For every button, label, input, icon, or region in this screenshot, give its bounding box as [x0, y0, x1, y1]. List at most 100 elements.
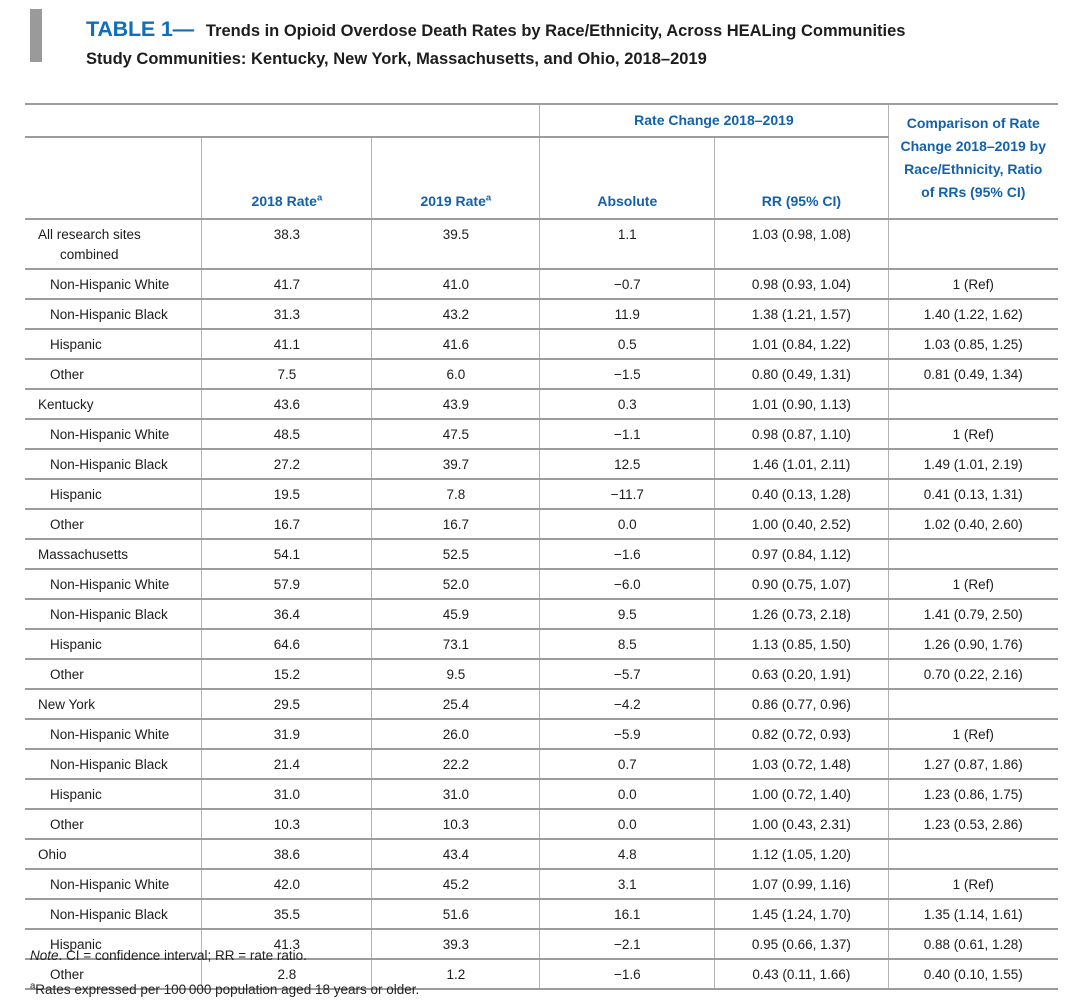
data-cell: 1.23 (0.86, 1.75) [887, 778, 1058, 809]
row-label: Hispanic [25, 928, 202, 959]
data-cell: −1.6 [539, 958, 715, 989]
data-cell: 1.27 (0.87, 1.86) [887, 748, 1058, 779]
note-word: Note [30, 948, 59, 963]
data-cell: 7.5 [201, 358, 372, 389]
rate-2019-label: 2019 Rate [420, 193, 486, 209]
footnote-a-marker: a [485, 192, 492, 204]
data-cell: 73.1 [371, 628, 540, 659]
table-row: Non-Hispanic Black 27.2 39.7 12.5 1.46 (1.01… [25, 448, 1058, 479]
table-container: Rate Change 2018–2019 Comparison of Rate… [25, 103, 1058, 990]
data-cell: 1.45 (1.24, 1.70) [714, 898, 889, 929]
data-cell: 41.3 [201, 928, 372, 959]
row-label: Non-Hispanic White [25, 868, 202, 899]
data-cell: 1.03 (0.85, 1.25) [887, 328, 1058, 359]
data-cell: 11.9 [539, 298, 715, 329]
data-cell: 1.49 (1.01, 2.19) [887, 448, 1058, 479]
data-cell: 47.5 [371, 418, 540, 449]
data-cell: 48.5 [201, 418, 372, 449]
data-cell [887, 838, 1058, 869]
data-cell: 10.3 [201, 808, 372, 839]
data-cell: 16.7 [201, 508, 372, 539]
data-cell: 0.63 (0.20, 1.91) [714, 658, 889, 689]
data-cell: 52.5 [371, 538, 540, 569]
data-cell: 31.3 [201, 298, 372, 329]
data-cell: 1.41 (0.79, 2.50) [887, 598, 1058, 629]
comparison-column-label: Comparison of Rate Change 2018–2019 by R… [900, 115, 1047, 200]
data-cell: 29.5 [201, 688, 372, 719]
data-cell: 0.86 (0.77, 0.96) [714, 688, 889, 719]
row-label: Non-Hispanic Black [25, 448, 202, 479]
data-cell: 0.0 [539, 808, 715, 839]
data-cell: 1.03 (0.98, 1.08) [714, 218, 889, 269]
data-cell: 1.46 (1.01, 2.11) [714, 448, 889, 479]
data-cell: 43.2 [371, 298, 540, 329]
data-cell: 54.1 [201, 538, 372, 569]
rate-change-group-label: Rate Change 2018–2019 [634, 111, 794, 128]
title-accent-bar [30, 9, 42, 62]
data-cell: 0.70 (0.22, 2.16) [887, 658, 1058, 689]
data-cell: 0.98 (0.87, 1.10) [714, 418, 889, 449]
data-cell: 26.0 [371, 718, 540, 749]
data-cell: 1.01 (0.90, 1.13) [714, 388, 889, 419]
data-cell: 16.1 [539, 898, 715, 929]
data-cell: 1.23 (0.53, 2.86) [887, 808, 1058, 839]
data-cell: 4.8 [539, 838, 715, 869]
row-label: Non-Hispanic Black [25, 298, 202, 329]
row-label: Non-Hispanic Black [25, 748, 202, 779]
table-row: Kentucky 43.6 43.9 0.3 1.01 (0.90, 1.13) [25, 388, 1058, 419]
table-row: Massachusetts 54.1 52.5 −1.6 0.97 (0.84, 1.1… [25, 538, 1058, 569]
data-cell: 41.7 [201, 268, 372, 299]
data-cell [887, 218, 1058, 269]
data-cell: 15.2 [201, 658, 372, 689]
data-cell: 1.38 (1.21, 1.57) [714, 298, 889, 329]
data-cell: 0.43 (0.11, 1.66) [714, 958, 889, 989]
data-cell: 1.00 (0.72, 1.40) [714, 778, 889, 809]
table-row: Non-Hispanic Black 21.4 22.2 0.7 1.03 (0.72,… [25, 748, 1058, 779]
row-label: Other [25, 658, 202, 689]
rates-table: Rate Change 2018–2019 Comparison of Rate… [25, 103, 1058, 990]
data-cell: 1.13 (0.85, 1.50) [714, 628, 889, 659]
data-cell: 12.5 [539, 448, 715, 479]
data-cell: 1.40 (1.22, 1.62) [887, 298, 1058, 329]
data-cell: 1.00 (0.40, 2.52) [714, 508, 889, 539]
data-cell: 45.9 [371, 598, 540, 629]
table-row: Other 16.7 16.7 0.0 1.00 (0.40, 2.52) 1.02 (0… [25, 508, 1058, 539]
table-body: All research sites combined 38.3 39.5 1.1 1.… [25, 218, 1058, 989]
data-cell: −5.7 [539, 658, 715, 689]
data-cell: 43.6 [201, 388, 372, 419]
data-cell: 0.97 (0.84, 1.12) [714, 538, 889, 569]
data-cell: 1.2 [371, 958, 540, 989]
row-label: All research sites combined [25, 218, 202, 269]
data-cell: 0.95 (0.66, 1.37) [714, 928, 889, 959]
data-cell [887, 688, 1058, 719]
data-cell: 43.9 [371, 388, 540, 419]
data-cell [887, 388, 1058, 419]
data-cell: 0.3 [539, 388, 715, 419]
data-cell: 0.5 [539, 328, 715, 359]
table-row: Non-Hispanic Black 31.3 43.2 11.9 1.38 (1.21… [25, 298, 1058, 329]
data-cell: 57.9 [201, 568, 372, 599]
rr-ci-label: RR (95% CI) [761, 193, 842, 209]
data-cell: −6.0 [539, 568, 715, 599]
row-label: New York [25, 688, 202, 719]
data-cell: 0.0 [539, 508, 715, 539]
absolute-label: Absolute [597, 193, 658, 209]
data-cell: 41.0 [371, 268, 540, 299]
data-cell: 27.2 [201, 448, 372, 479]
data-cell: 16.7 [371, 508, 540, 539]
table-row: All research sites combined 38.3 39.5 1.1 1.… [25, 218, 1058, 269]
data-cell: 0.41 (0.13, 1.31) [887, 478, 1058, 509]
data-cell: 1 (Ref) [887, 268, 1058, 299]
table-row: Non-Hispanic White 48.5 47.5 −1.1 0.98 (0.87… [25, 418, 1058, 449]
row-label: Hispanic [25, 478, 202, 509]
data-cell: 64.6 [201, 628, 372, 659]
data-cell: 9.5 [371, 658, 540, 689]
data-cell: 8.5 [539, 628, 715, 659]
data-cell: 7.8 [371, 478, 540, 509]
data-cell: 1 (Ref) [887, 418, 1058, 449]
header-rate-change-group: Rate Change 2018–2019 [539, 104, 889, 138]
footnote-a-marker: a [30, 980, 36, 992]
row-label: Massachusetts [25, 538, 202, 569]
table-row: Ohio 38.6 43.4 4.8 1.12 (1.05, 1.20) [25, 838, 1058, 869]
